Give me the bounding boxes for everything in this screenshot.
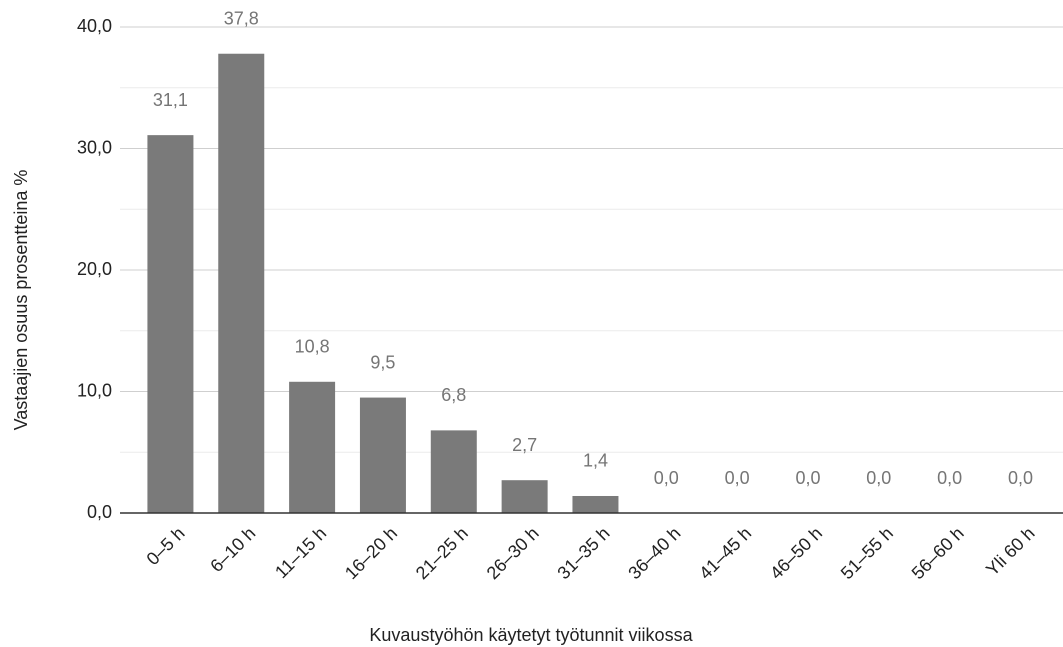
- value-label: 0,0: [654, 468, 679, 488]
- y-tick-label: 0,0: [87, 502, 112, 522]
- value-label: 0,0: [795, 468, 820, 488]
- value-label: 0,0: [866, 468, 891, 488]
- x-tick-label: 26–30 h: [483, 523, 543, 583]
- y-tick-label: 40,0: [77, 16, 112, 36]
- bar: [147, 135, 194, 513]
- x-tick-label: 56–60 h: [908, 523, 968, 583]
- x-tick-label: 6–10 h: [206, 523, 259, 576]
- x-tick-label: 41–45 h: [695, 523, 755, 583]
- value-label: 10,8: [295, 337, 330, 357]
- x-tick-label: Yli 60 h: [982, 523, 1039, 580]
- value-label: 2,7: [512, 435, 537, 455]
- y-tick-label: 10,0: [77, 380, 112, 400]
- value-label: 9,5: [370, 352, 395, 372]
- bar: [289, 381, 336, 513]
- x-tick-label: 21–25 h: [412, 523, 472, 583]
- x-axis-title: Kuvaustyöhön käytetyt työtunnit viikossa: [369, 625, 693, 645]
- y-tick-label: 30,0: [77, 137, 112, 157]
- value-label: 0,0: [1008, 468, 1033, 488]
- x-tick-label: 31–35 h: [553, 523, 613, 583]
- value-label: 1,4: [583, 451, 608, 471]
- value-label: 0,0: [725, 468, 750, 488]
- y-axis-title: Vastaajien osuus prosentteina %: [11, 170, 31, 431]
- x-tick-label: 46–50 h: [766, 523, 826, 583]
- bar: [430, 430, 477, 513]
- value-label: 6,8: [441, 385, 466, 405]
- x-tick-label: 11–15 h: [271, 523, 330, 582]
- x-tick-label: 51–55 h: [837, 523, 897, 583]
- y-tick-label: 20,0: [77, 259, 112, 279]
- x-tick-label: 0–5 h: [143, 523, 189, 569]
- value-label: 0,0: [937, 468, 962, 488]
- bar: [359, 397, 406, 513]
- value-label: 31,1: [153, 90, 188, 110]
- value-label: 37,8: [224, 8, 259, 28]
- x-tick-label: 36–40 h: [624, 523, 684, 583]
- x-tick-label: 16–20 h: [341, 523, 401, 583]
- bar: [501, 480, 548, 513]
- bar: [218, 53, 265, 513]
- bar: [572, 495, 619, 513]
